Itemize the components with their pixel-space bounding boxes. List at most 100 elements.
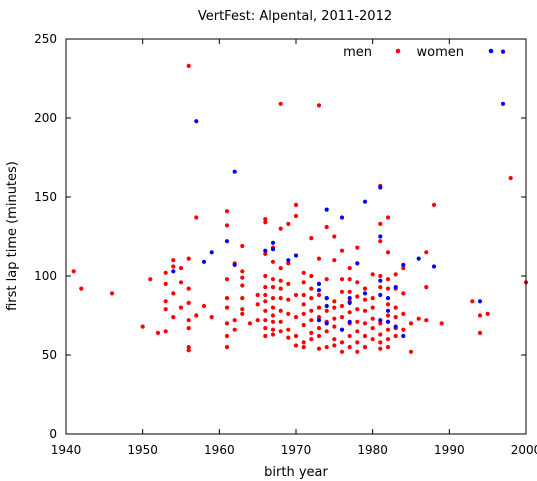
data-point-men [255,302,260,307]
data-point-women [339,215,345,220]
data-point-men [378,221,383,226]
data-points [71,49,529,354]
data-point-men [140,324,145,329]
data-point-women [324,207,329,212]
data-point-men [362,333,368,339]
data-point-men [240,307,245,312]
data-point-men [178,305,184,310]
y-tick-label: 200 [34,111,57,125]
data-point-women [286,258,291,263]
data-point-men [278,329,283,334]
data-point-men [347,277,352,282]
data-point-men [378,285,383,290]
data-point-men [324,329,329,334]
data-point-men [278,278,283,283]
data-point-women [293,253,299,258]
data-point-men [263,285,268,290]
data-point-men [171,258,176,263]
data-point-men [263,220,268,225]
data-point-men [293,202,299,207]
data-point-women [347,300,352,305]
data-point-women [393,324,398,329]
data-point-men [470,299,475,304]
data-point-men [278,226,283,231]
data-point-men [301,340,306,345]
data-point-men [393,315,398,320]
data-point-men [316,315,322,320]
data-point-men [178,266,184,271]
data-point-men [370,326,375,331]
data-point-men [178,280,184,285]
tick-marks [65,38,527,435]
data-point-men [263,299,268,304]
data-point-women [339,327,345,332]
data-point-men [347,345,352,350]
data-point-men [270,313,276,318]
data-point-men [171,291,176,296]
data-point-men [201,303,207,309]
data-point-men [355,349,360,354]
data-point-men [332,258,337,263]
data-point-men [339,289,345,294]
data-point-men [186,286,191,291]
data-point-men [347,289,352,294]
data-point-men [370,337,375,342]
data-point-men [263,273,268,279]
data-point-men [408,349,414,354]
data-point-men [332,324,337,329]
legend-label-men: men [343,45,372,60]
data-point-men [155,330,161,335]
data-point-women [378,234,383,239]
data-point-men [332,343,337,348]
data-point-men [240,296,245,301]
data-point-women [232,169,237,174]
data-point-women [385,308,391,313]
data-point-women [316,288,322,293]
data-point-men [393,333,398,339]
data-point-men [301,280,306,285]
data-point-men [385,250,391,255]
data-point-women [378,278,383,283]
data-point-men [278,319,283,324]
data-point-men [301,311,306,316]
data-point-women [194,119,199,124]
data-point-men [186,345,191,350]
data-point-women [385,319,391,324]
data-point-women [378,292,383,298]
data-point-women [416,256,421,261]
data-point-women [362,291,368,296]
data-point-women [232,262,237,267]
data-point-men [401,311,406,316]
x-tick-label: 1940 [51,443,82,457]
data-point-men [477,330,483,335]
y-tick-label: 100 [34,269,57,283]
data-point-men [186,63,191,68]
data-point-men [385,302,391,307]
data-point-men [186,300,191,305]
data-point-men [385,327,391,332]
data-point-men [171,264,176,269]
data-point-men [224,223,230,228]
data-point-men [186,326,191,331]
data-point-women [347,319,352,324]
data-point-men [293,315,299,320]
data-point-men [355,307,360,312]
data-point-men [378,239,383,244]
data-point-men [316,256,322,261]
data-point-men [378,346,383,351]
x-tick-label: 1990 [434,443,465,457]
data-point-men [316,103,322,108]
data-point-women [385,296,391,301]
data-point-men [332,337,337,342]
data-point-men [286,297,291,302]
data-point-men [240,283,245,288]
data-point-men [431,202,437,207]
data-point-men [408,321,414,326]
legend: men women [343,45,494,60]
data-point-men [324,224,329,230]
data-point-men [316,326,322,331]
data-point-men [416,316,421,321]
data-point-men [286,327,291,332]
data-point-men [339,248,345,253]
